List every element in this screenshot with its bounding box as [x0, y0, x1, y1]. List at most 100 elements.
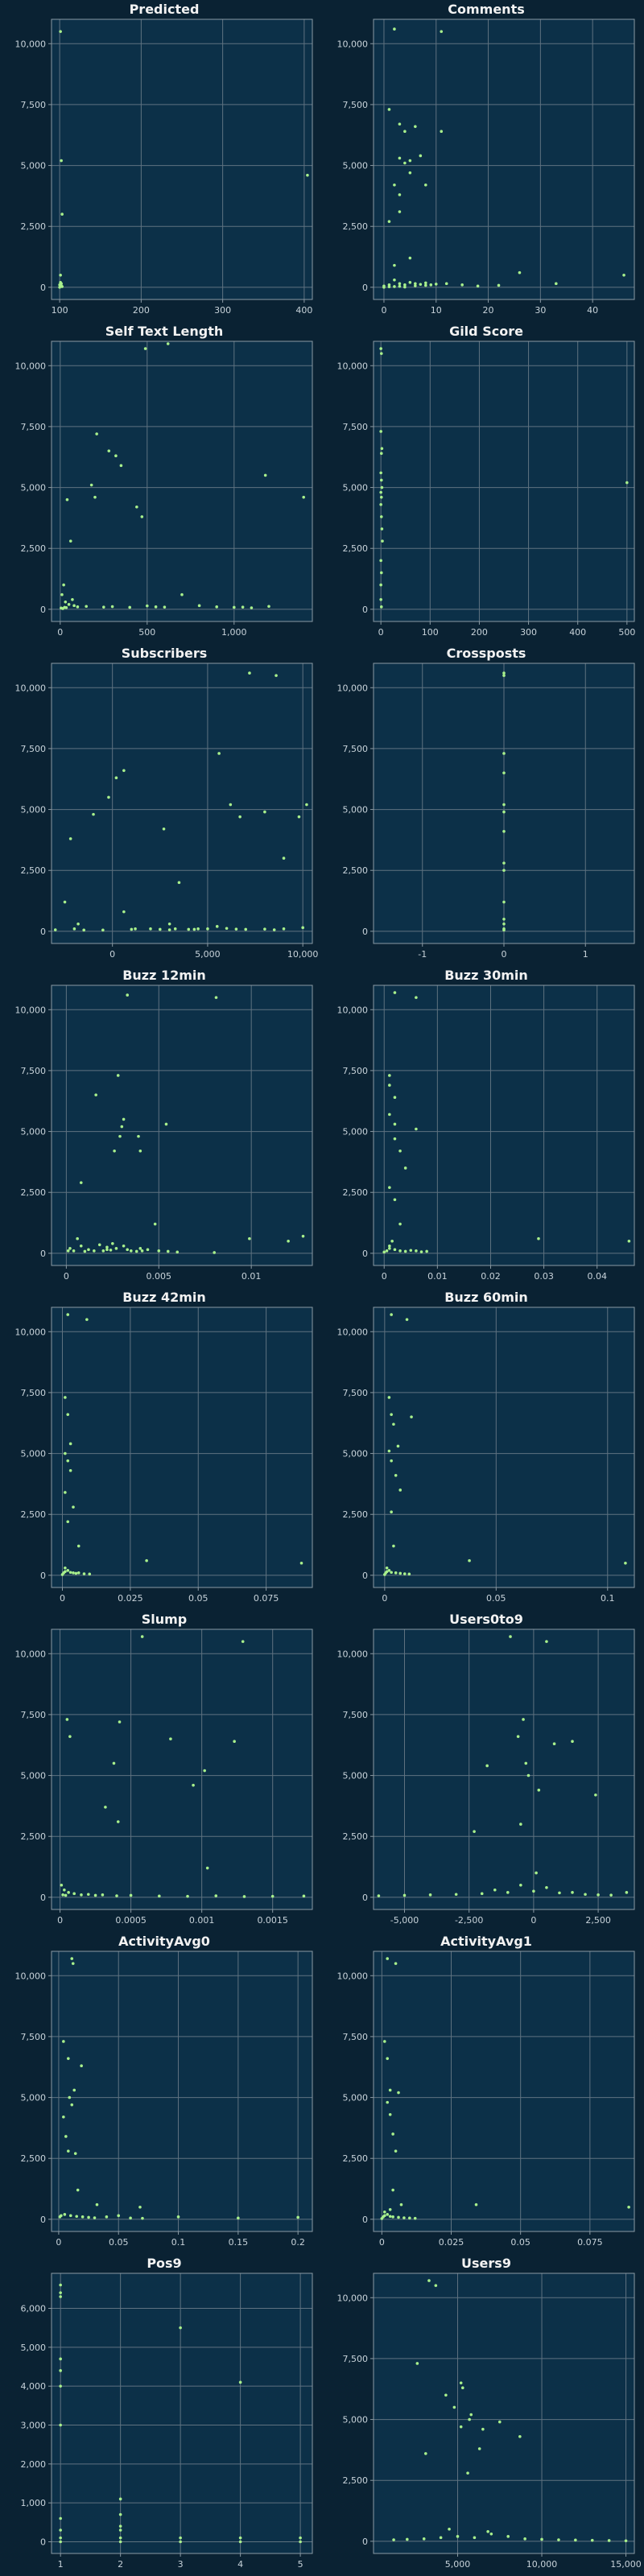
x-tick-label: -5,000	[390, 1915, 419, 1926]
data-point	[398, 1249, 402, 1253]
data-point	[379, 495, 383, 499]
data-point	[60, 213, 64, 216]
data-point	[72, 1892, 76, 1896]
data-point	[59, 2291, 62, 2294]
data-point	[398, 193, 402, 196]
data-point	[242, 1895, 246, 1898]
data-point	[72, 927, 76, 931]
plot-area	[52, 341, 312, 621]
data-point	[234, 927, 238, 931]
data-point	[302, 495, 306, 499]
x-tick-label: 5	[298, 2559, 303, 2570]
y-tick-label: 2,500	[343, 2153, 369, 2164]
data-point	[275, 674, 278, 677]
data-point	[244, 927, 248, 931]
y-tick-label: 10,000	[15, 683, 47, 693]
data-point	[64, 1570, 67, 1574]
data-point	[388, 1074, 391, 1077]
chart-panel: Users9 5,000 10,000 15,000 0 2,500 5,000 7,500 1…	[328, 2254, 644, 2576]
data-point	[387, 220, 391, 223]
y-tick-label: 0	[362, 927, 368, 937]
data-point	[379, 471, 382, 475]
x-tick-label: 0	[381, 305, 386, 316]
data-point	[388, 1244, 391, 1248]
data-point	[424, 283, 427, 287]
data-point	[398, 1222, 402, 1226]
x-tick-label: 0	[382, 1271, 387, 1282]
data-point	[391, 2132, 394, 2136]
data-point	[403, 161, 407, 165]
chart-panel: Pos9 1 2 3 4 5 0 1,000 2,000 3,000 4,000 5,000 6,000	[6, 2254, 322, 2576]
x-tick-label: 0.075	[577, 2237, 603, 2248]
data-point	[60, 1883, 64, 1887]
data-point	[393, 1137, 397, 1141]
data-point	[379, 559, 382, 563]
data-point	[390, 1510, 393, 1513]
data-point	[434, 2284, 438, 2287]
data-point	[126, 1248, 130, 1252]
data-point	[414, 125, 417, 128]
data-point	[114, 1247, 118, 1250]
data-point	[113, 1149, 116, 1153]
data-point	[59, 2369, 62, 2372]
x-tick-label: 0	[64, 1271, 69, 1282]
data-point	[130, 927, 134, 931]
y-tick-label: 7,500	[343, 744, 369, 754]
data-point	[386, 1957, 390, 1960]
data-point	[186, 1894, 189, 1898]
data-point	[60, 2214, 63, 2218]
x-tick-label: 0.1	[171, 2237, 186, 2248]
plot-area	[374, 341, 634, 621]
data-point	[415, 996, 418, 999]
data-point	[393, 278, 396, 282]
data-point	[387, 283, 391, 287]
y-tick-label: 10,000	[337, 1971, 369, 1981]
data-point	[506, 2535, 510, 2538]
data-point	[140, 1249, 144, 1253]
y-tick-label: 10,000	[337, 1327, 369, 1337]
data-point	[522, 1718, 525, 1721]
x-tick-label: 5,000	[445, 2559, 471, 2570]
data-point	[388, 2215, 392, 2219]
data-point	[118, 2540, 122, 2544]
data-point	[80, 2064, 83, 2068]
data-point	[299, 2540, 302, 2544]
y-tick-label: 5,000	[21, 1127, 47, 1137]
y-tick-label: 0	[40, 1893, 46, 1903]
data-point	[414, 284, 417, 287]
plot-area	[374, 19, 634, 299]
data-point	[105, 1248, 109, 1252]
data-point	[64, 605, 68, 609]
data-point	[408, 256, 412, 260]
y-tick-label: 10,000	[15, 361, 47, 371]
data-point	[382, 1250, 386, 1254]
chart-panel: Predicted 100 200 300 400 0 2,500 5,000 7,500 10,…	[6, 0, 322, 322]
x-tick-label: 100	[422, 627, 439, 638]
chart-panel: Buzz 12min 0 0.005 0.01 0 2,500 5,000 7,500 10,0…	[6, 966, 322, 1288]
data-point	[68, 837, 72, 840]
data-point	[66, 1313, 70, 1316]
x-tick-label: 500	[618, 627, 635, 638]
plot-frame	[51, 2273, 313, 2554]
plot-frame	[373, 1307, 635, 1588]
y-tick-label: 7,500	[21, 1066, 47, 1076]
plot-frame	[51, 663, 313, 944]
data-point	[229, 803, 233, 807]
data-point	[118, 1720, 122, 1724]
data-point	[387, 1449, 391, 1453]
data-point	[380, 2217, 384, 2220]
plot-area	[52, 1951, 312, 2231]
data-point	[486, 2529, 489, 2533]
data-point	[410, 1415, 413, 1418]
x-tick-label: 2,500	[585, 1915, 611, 1926]
data-point	[128, 605, 131, 609]
chart-title: Self Text Length	[105, 324, 224, 339]
y-tick-label: 5,000	[343, 483, 369, 493]
x-tick-label: 300	[214, 305, 231, 316]
x-tick-label: 1,000	[221, 627, 247, 638]
data-point	[95, 432, 98, 436]
data-point	[381, 539, 384, 543]
data-point	[214, 1894, 218, 1897]
y-tick-label: 6,000	[21, 2304, 47, 2314]
data-point	[101, 1249, 105, 1253]
